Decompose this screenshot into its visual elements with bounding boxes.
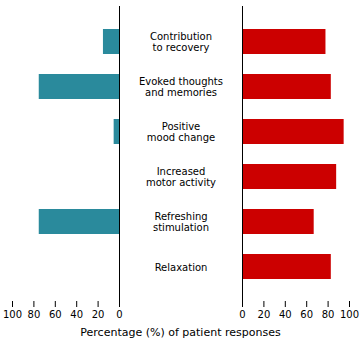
svg-text:100: 100 (3, 309, 22, 320)
svg-text:40: 40 (70, 309, 83, 320)
html-text:Percentage (%) of patient resp: Percentage (%) of patient responses (80, 326, 281, 339)
svg-text:20: 20 (92, 309, 105, 320)
svg-text:Positivemood change: Positivemood change (147, 121, 215, 143)
svg-text:20: 20 (258, 309, 271, 320)
svg-text:60: 60 (49, 309, 62, 320)
svg-text:Relaxation: Relaxation (155, 262, 208, 273)
svg-text:80: 80 (322, 309, 335, 320)
svg-text:80: 80 (28, 309, 41, 320)
svg-text:60: 60 (300, 309, 313, 320)
svg-text:Contributionto recovery: Contributionto recovery (150, 31, 212, 54)
svg-text:Refreshingstimulation: Refreshingstimulation (153, 211, 209, 234)
svg-text:40: 40 (279, 309, 292, 320)
svg-text:100: 100 (340, 309, 359, 320)
svg-text:Evoked thoughtsand memories: Evoked thoughtsand memories (139, 76, 223, 99)
svg-text:Increasedmotor activity: Increasedmotor activity (146, 166, 216, 189)
svg-text:0: 0 (116, 309, 122, 320)
svg-text:0: 0 (239, 309, 245, 320)
